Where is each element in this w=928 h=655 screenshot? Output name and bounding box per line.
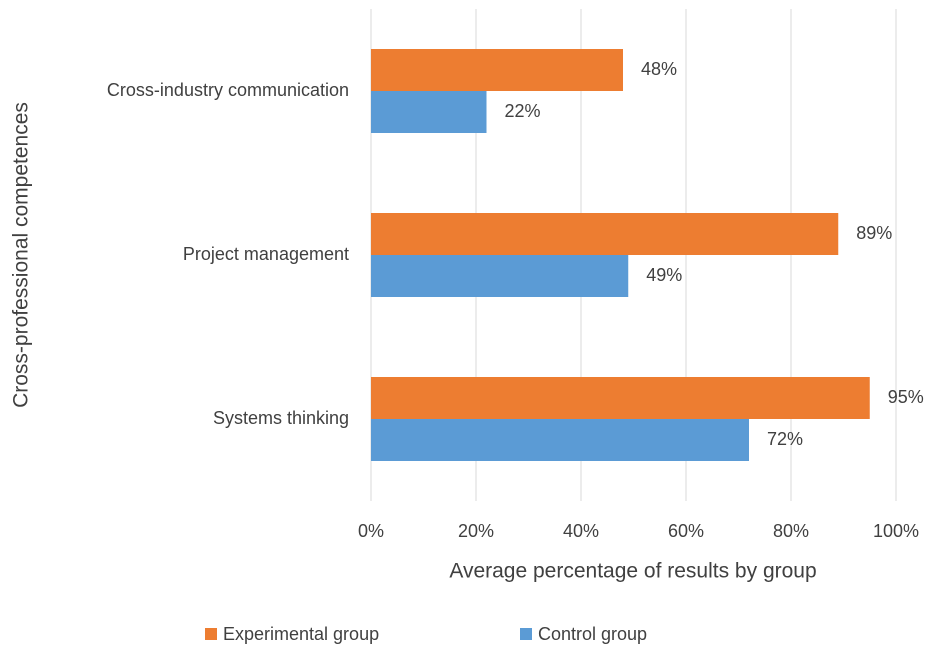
data-label: 89% <box>856 223 892 243</box>
x-tick-label: 40% <box>563 521 599 541</box>
y-tick-label: Project management <box>183 244 349 264</box>
x-tick-label: 60% <box>668 521 704 541</box>
legend-label: Control group <box>538 624 647 644</box>
x-tick-label: 20% <box>458 521 494 541</box>
bar <box>371 255 629 297</box>
bar <box>371 419 749 461</box>
x-tick-label: 100% <box>873 521 919 541</box>
bar <box>371 213 839 255</box>
data-label: 49% <box>646 265 682 285</box>
data-label: 48% <box>641 59 677 79</box>
x-tick-label: 80% <box>773 521 809 541</box>
bar <box>371 91 487 133</box>
legend-swatch <box>520 628 532 640</box>
y-axis-label: Cross-professional competences <box>10 102 33 408</box>
bar <box>371 377 870 419</box>
y-tick-label: Cross-industry communication <box>107 80 349 100</box>
y-tick-label: Systems thinking <box>213 408 349 428</box>
x-tick-label: 0% <box>358 521 384 541</box>
legend-swatch <box>205 628 217 640</box>
legend-label: Experimental group <box>223 624 379 644</box>
data-label: 72% <box>767 429 803 449</box>
x-axis-label: Average percentage of results by group <box>449 560 816 583</box>
data-label: 95% <box>888 387 924 407</box>
bar <box>371 49 623 91</box>
data-label: 22% <box>505 101 541 121</box>
